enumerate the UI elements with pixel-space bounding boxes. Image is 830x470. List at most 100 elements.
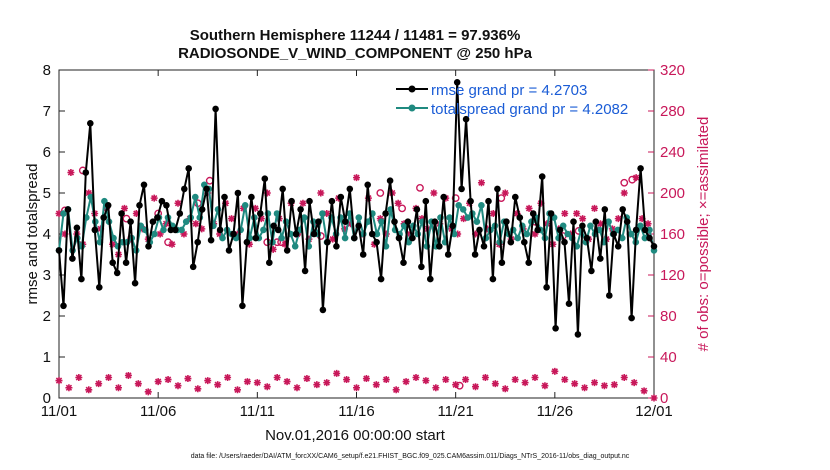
obs-possible-point (398, 204, 407, 213)
totalspread-point (555, 234, 562, 242)
rmse-point (650, 243, 658, 250)
obs-assimilated-point (194, 385, 202, 393)
y-tick-label: 5 (43, 185, 51, 202)
y-tick-label: 1 (43, 349, 51, 366)
rmse-point (185, 165, 192, 172)
obs-assimilated-point (263, 383, 271, 391)
rmse-point (400, 259, 407, 267)
rmse-point (476, 226, 483, 234)
rmse-point (230, 230, 237, 238)
rmse-point (337, 193, 345, 201)
obs-assimilated-point (174, 199, 182, 207)
totalspread-point (260, 226, 267, 234)
rmse-point (543, 284, 550, 291)
obs-assimilated-point (174, 382, 182, 390)
y-axis-left: 0 1 2 3 4 5 6 7 8 (43, 62, 65, 407)
rmse-point (471, 251, 479, 258)
rmse-point (248, 193, 255, 201)
obs-assimilated-point (412, 374, 420, 381)
rmse-point (297, 206, 304, 213)
totalspread-point (291, 243, 299, 250)
obs-assimilated-point (525, 204, 533, 212)
obs-assimilated-point (273, 374, 281, 381)
totalspread-point (60, 210, 67, 217)
rmse-point (257, 210, 264, 217)
obs-assimilated-point (640, 387, 648, 395)
obs-assimilated-point (85, 189, 93, 197)
obs-assimilated-point (281, 240, 289, 248)
footnote: data file: /Users/raeder/DAI/ATM_forcXX/… (191, 453, 630, 460)
rmse-point (158, 197, 166, 205)
x-axis: 11/01 11/06 11/11 11/16 11/21 11/26 12/01 (41, 70, 673, 420)
obs-assimilated-point (353, 174, 360, 182)
rmse-point (104, 202, 112, 209)
obs-assimilated-point (477, 179, 485, 187)
rmse-point (368, 230, 376, 238)
obs-assimilated-point (382, 230, 390, 238)
obs-assimilated-point (95, 380, 103, 388)
rmse-point (574, 331, 582, 338)
rmse-point (319, 306, 327, 314)
rmse-point (610, 230, 617, 238)
rmse-point (136, 202, 143, 209)
obs-assimilated-point (305, 235, 313, 243)
y-right-tick-label: 320 (660, 62, 685, 79)
chart-title: Southern Hemisphere 11244 / 11481 = 97.9… (190, 27, 521, 44)
rmse-point (288, 197, 295, 205)
rmse-point (386, 177, 394, 184)
series-rmse (55, 79, 658, 338)
rmse-point (189, 263, 197, 271)
obs-assimilated-point (561, 376, 569, 384)
rmse-point (274, 226, 282, 234)
obs-assimilated-point (372, 381, 380, 389)
obs-assimilated-point (204, 377, 212, 385)
obs-possible-point (451, 194, 460, 203)
rmse-point (503, 218, 510, 225)
obs-assimilated-point (253, 379, 261, 387)
rmse-point (127, 218, 134, 225)
rmse-point (100, 214, 107, 221)
totalspread-point (637, 222, 644, 230)
obs-assimilated-point (323, 210, 331, 217)
totalspread-point (628, 230, 635, 238)
y-right-tick-label: 280 (660, 103, 685, 120)
rmse-point (261, 175, 269, 182)
obs-assimilated-point (531, 230, 539, 238)
obs-assimilated-point (481, 374, 489, 381)
obs-assimilated-point (214, 381, 222, 389)
obs-assimilated-point (134, 380, 142, 388)
rmse-point (328, 197, 336, 205)
rmse-point (221, 193, 228, 201)
rmse-point (427, 275, 434, 283)
rmse-point (364, 181, 372, 189)
rmse-point (73, 224, 81, 232)
obs-assimilated-point (347, 220, 355, 228)
obs-assimilated-point (610, 381, 618, 389)
rmse-point (521, 238, 528, 246)
rmse-point (480, 243, 488, 250)
totalspread-point (160, 226, 167, 234)
obs-assimilated-point (600, 382, 608, 390)
obs-assimilated-point (402, 378, 410, 386)
obs-assimilated-point (581, 384, 589, 392)
totalspread-point (641, 234, 649, 242)
obs-possible-point (620, 178, 629, 187)
rmse-point (60, 302, 67, 310)
rmse-point (172, 226, 179, 234)
obs-possible-point (416, 183, 424, 192)
obs-assimilated-point (472, 383, 479, 391)
rmse-point (507, 238, 515, 246)
y-axis-right: 0 40 80 120 160 200 240 280 320 (648, 62, 685, 407)
obs-assimilated-point (531, 374, 539, 381)
totalspread-point (587, 222, 594, 230)
legend-marker-rmse (408, 85, 416, 93)
obs-assimilated-point (513, 210, 521, 217)
rmse-point (131, 279, 139, 287)
rmse-point (614, 243, 622, 250)
totalspread-point (319, 210, 326, 217)
obs-assimilated-point (608, 225, 616, 233)
obs-assimilated-point (120, 204, 128, 212)
rmse-point (342, 218, 349, 225)
rmse-point (436, 243, 443, 250)
rmse-point (55, 247, 63, 254)
